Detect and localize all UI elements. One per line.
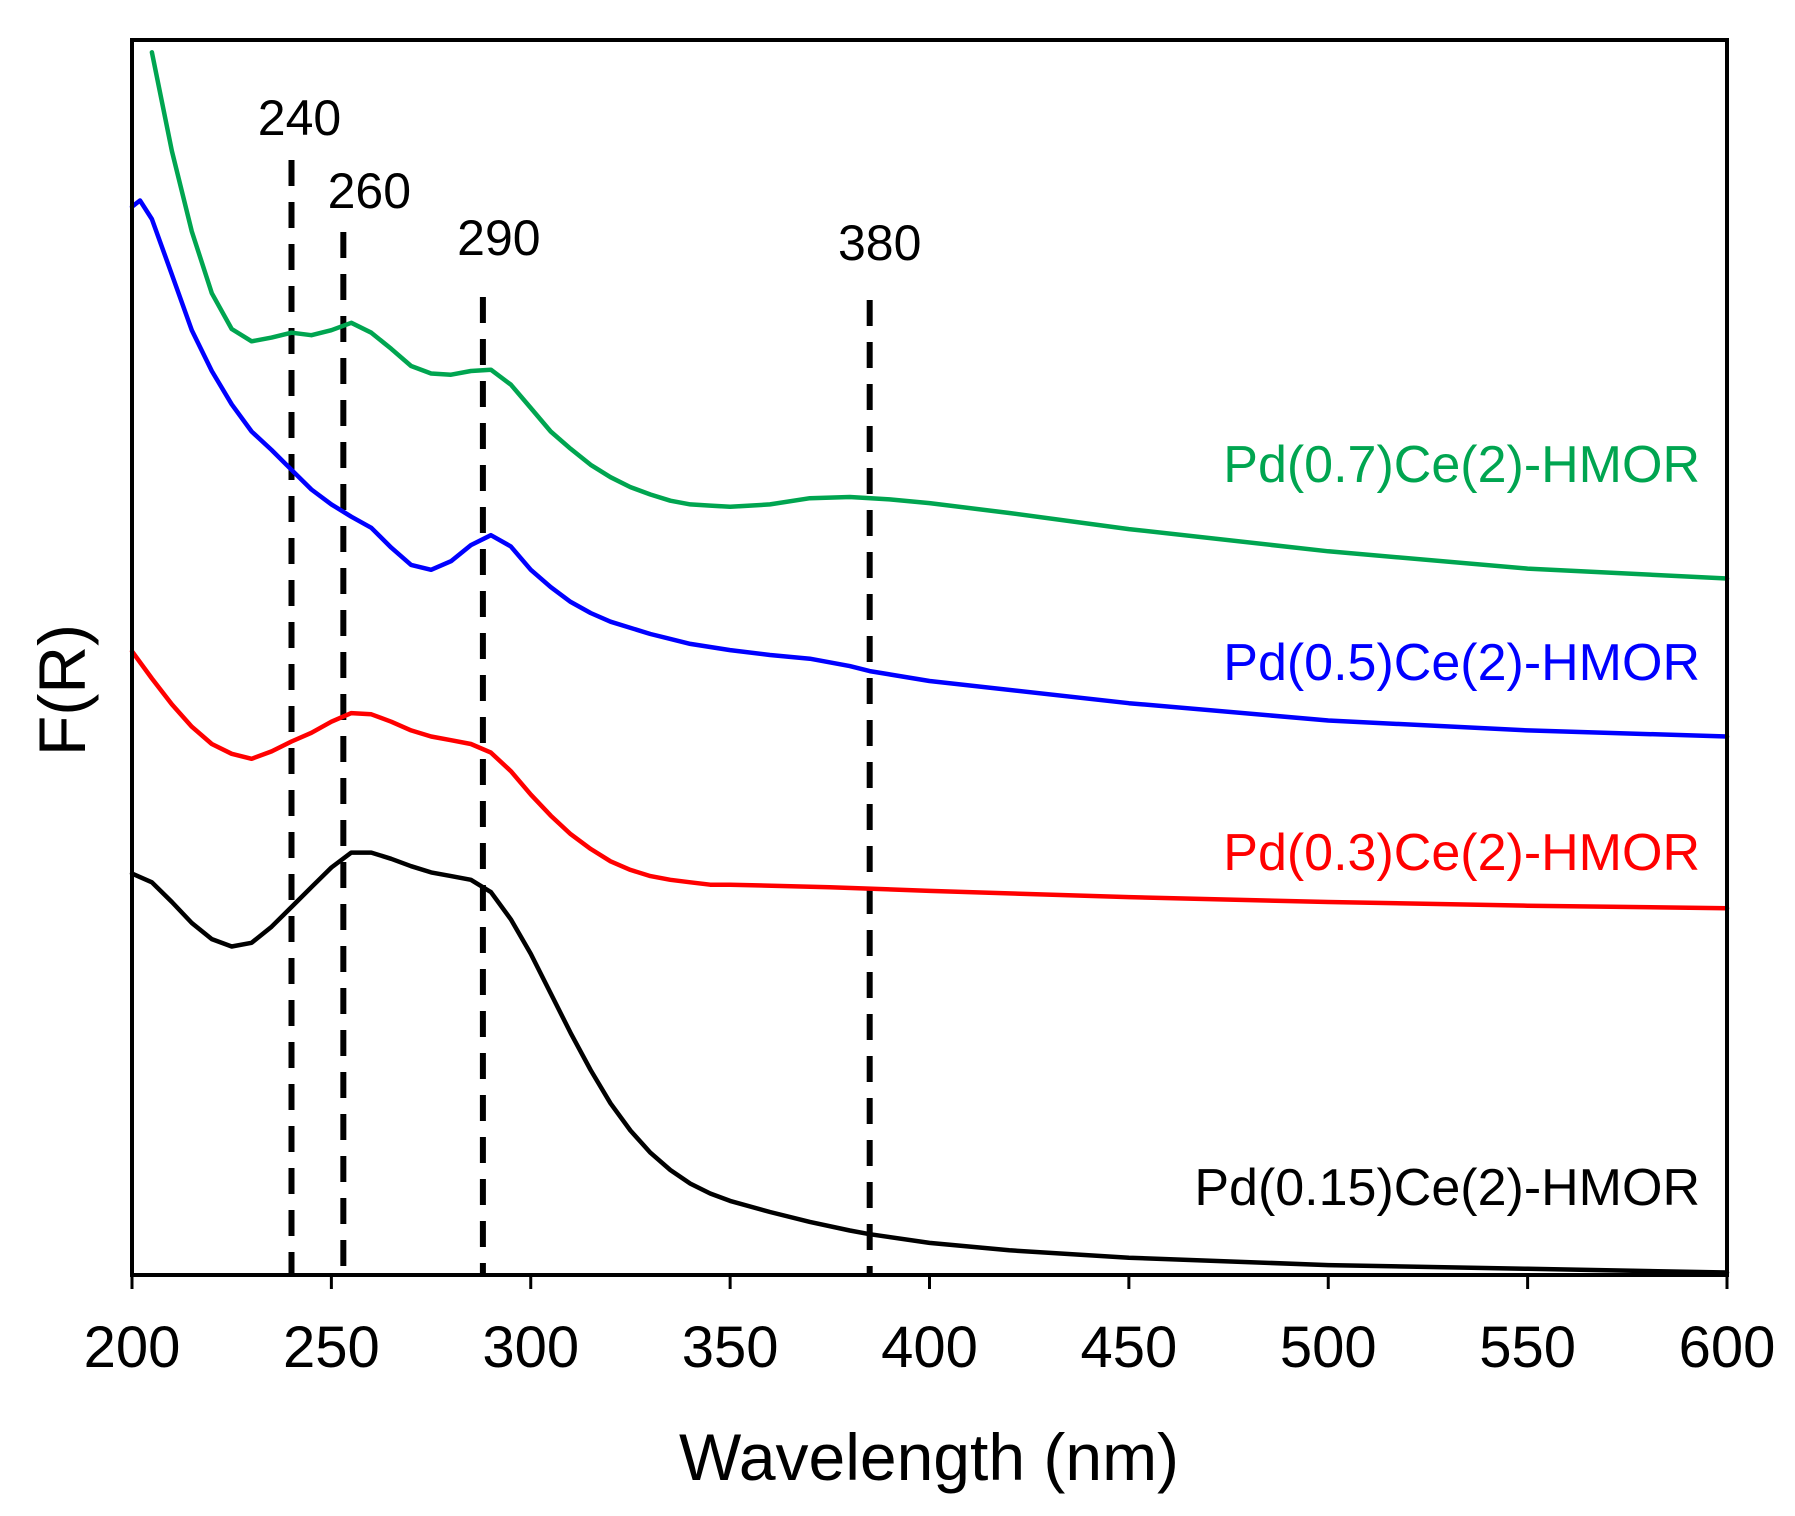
series-label: Pd(0.3)Ce(2)-HMOR [1223, 824, 1700, 882]
x-tick-label: 550 [1479, 1315, 1576, 1380]
annotation-label: 290 [457, 210, 540, 266]
annotation-label: 260 [328, 163, 411, 219]
series-layer [129, 50, 1730, 1275]
x-tick-label: 250 [283, 1315, 380, 1380]
annotation-label: 240 [258, 90, 341, 146]
y-axis-title: F(R) [25, 624, 99, 756]
x-axis-title: Wavelength (nm) [679, 1420, 1179, 1494]
series-label: Pd(0.15)Ce(2)-HMOR [1194, 1159, 1700, 1217]
x-tick-label: 600 [1679, 1315, 1776, 1380]
series-line [129, 649, 1730, 911]
x-tick-label: 500 [1280, 1315, 1377, 1380]
series-line [129, 198, 1730, 739]
x-tick-label: 350 [682, 1315, 779, 1380]
x-tick-label: 300 [482, 1315, 579, 1380]
annotation-layer: 240 260 290 380 [258, 90, 921, 1275]
x-tick-label: 400 [881, 1315, 978, 1380]
series-label: Pd(0.5)Ce(2)-HMOR [1223, 634, 1700, 692]
x-tick-label: 200 [84, 1315, 181, 1380]
series-line [149, 50, 1730, 581]
series-label: Pd(0.7)Ce(2)-HMOR [1223, 436, 1700, 494]
series-line [129, 850, 1730, 1275]
annotation-label: 380 [838, 215, 921, 271]
x-tick-label: 450 [1080, 1315, 1177, 1380]
x-axis: 200 250 300 350 400 450 500 550 600 [84, 1275, 1776, 1380]
series-labels: Pd(0.15)Ce(2)-HMOR Pd(0.3)Ce(2)-HMOR Pd(0.… [1194, 436, 1700, 1217]
